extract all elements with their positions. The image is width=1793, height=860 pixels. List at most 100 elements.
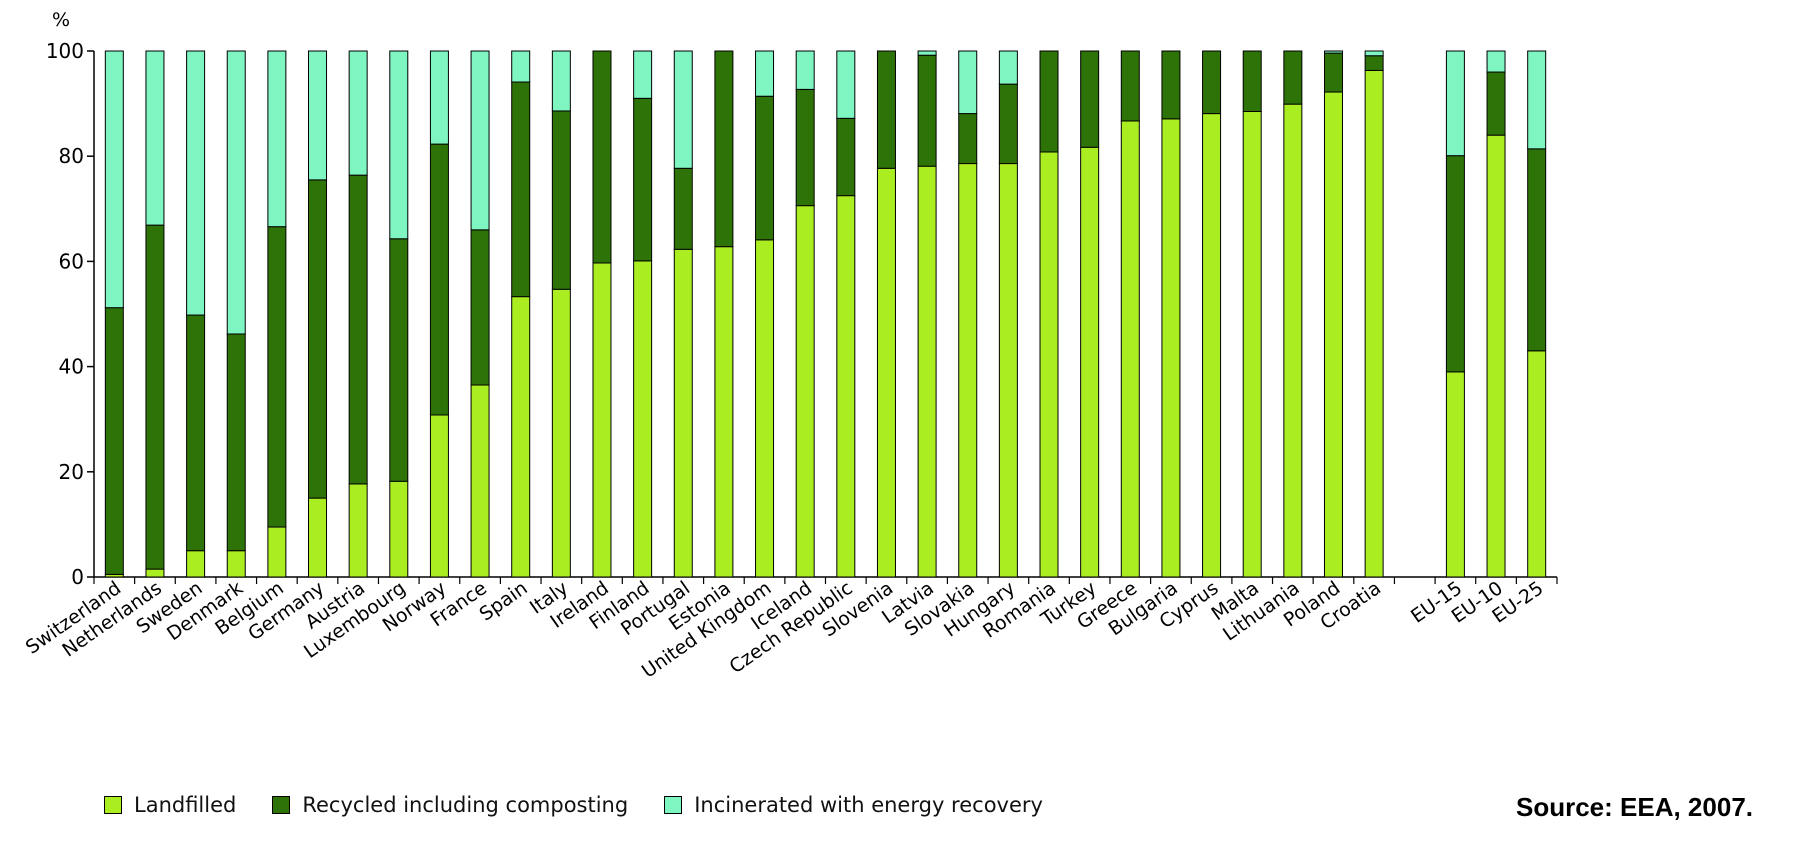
bar-segment-incinerated xyxy=(267,50,287,228)
bar-segment-landfilled xyxy=(267,526,287,578)
bar-segment-landfilled xyxy=(389,480,409,578)
bar-segment-landfilled xyxy=(145,568,165,578)
bar-segment-landfilled xyxy=(470,384,490,578)
legend-swatch-landfilled xyxy=(104,796,122,814)
bar-segment-landfilled xyxy=(1242,110,1262,578)
bar-segment-incinerated xyxy=(755,50,775,97)
y-tick-label: 0 xyxy=(71,565,84,589)
bar-segment-incinerated xyxy=(1445,50,1465,157)
bar-segment-landfilled xyxy=(348,483,368,578)
bar-segment-landfilled xyxy=(226,550,246,578)
bar-segment-recycled xyxy=(1080,50,1100,148)
bar-segment-incinerated xyxy=(1323,50,1343,54)
bar-segment-landfilled xyxy=(998,163,1018,578)
bar-segment-recycled xyxy=(104,307,124,575)
legend-item-landfilled: Landfilled xyxy=(104,793,236,817)
legend-label-incinerated: Incinerated with energy recovery xyxy=(694,793,1043,817)
legend-item-incinerated: Incinerated with energy recovery xyxy=(664,793,1043,817)
bar-segment-incinerated xyxy=(470,50,490,231)
bar-segment-incinerated xyxy=(917,50,937,56)
bar-segment-recycled xyxy=(1364,55,1384,71)
bar-segment-recycled xyxy=(1202,50,1222,115)
legend-swatch-recycled xyxy=(272,796,291,814)
bar-segment-landfilled xyxy=(551,288,571,578)
y-tick-label: 100 xyxy=(46,39,84,63)
y-tick-label: 20 xyxy=(59,460,84,484)
bar-segment-landfilled xyxy=(308,497,328,578)
bar-segment-landfilled xyxy=(1283,103,1303,578)
bar-segment-recycled xyxy=(145,224,165,570)
bar-segment-incinerated xyxy=(104,50,124,309)
bar-segment-recycled xyxy=(551,110,571,290)
bar-segment-incinerated xyxy=(348,50,368,176)
bar-segment-recycled xyxy=(714,50,734,248)
bar-segment-recycled xyxy=(998,83,1018,165)
bar-segment-incinerated xyxy=(958,50,978,115)
bar-segment-landfilled xyxy=(1486,134,1506,578)
bar-segment-recycled xyxy=(1242,50,1262,112)
bar-segment-recycled xyxy=(1445,155,1465,373)
bar-segment-recycled xyxy=(673,167,693,250)
bar-segment-recycled xyxy=(876,50,896,169)
bar-segment-incinerated xyxy=(308,50,328,181)
axis-layer xyxy=(87,50,1558,584)
legend-swatch-incinerated xyxy=(664,796,683,814)
bar-segment-landfilled xyxy=(755,239,775,578)
bar-segment-incinerated xyxy=(673,50,693,169)
bar-segment-recycled xyxy=(917,54,937,167)
bar-segment-incinerated xyxy=(511,50,531,83)
bar-segment-landfilled xyxy=(836,195,856,578)
bar-segment-landfilled xyxy=(714,246,734,578)
bar-segment-recycled xyxy=(1283,50,1303,105)
bar-segment-incinerated xyxy=(633,50,653,99)
bar-segment-recycled xyxy=(389,238,409,482)
y-axis-title: % xyxy=(52,9,70,31)
bar-segment-recycled xyxy=(348,174,368,485)
bar-segment-recycled xyxy=(470,229,490,386)
bar-segment-landfilled xyxy=(1120,120,1140,578)
bar-segment-incinerated xyxy=(429,50,449,145)
y-tick-label: 60 xyxy=(59,249,84,273)
bar-segment-recycled xyxy=(1161,50,1181,120)
bar-segment-recycled xyxy=(1120,50,1140,122)
bar-segment-landfilled xyxy=(511,296,531,578)
bar-segment-incinerated xyxy=(1486,50,1506,73)
bar-segment-landfilled xyxy=(1039,151,1059,578)
bar-segment-landfilled xyxy=(1364,69,1384,578)
bar-segment-landfilled xyxy=(958,163,978,578)
bar-segment-landfilled xyxy=(876,167,896,578)
bar-segment-recycled xyxy=(836,117,856,197)
bar-segment-landfilled xyxy=(673,248,693,578)
bar-segment-recycled xyxy=(1486,71,1506,136)
bar-segment-landfilled xyxy=(1445,371,1465,578)
legend-label-landfilled: Landfilled xyxy=(134,793,237,817)
bar-segment-recycled xyxy=(226,333,246,552)
bar-segment-landfilled xyxy=(1080,146,1100,578)
bar-segment-landfilled xyxy=(795,205,815,578)
bar-segment-recycled xyxy=(958,113,978,165)
bar-segment-incinerated xyxy=(551,50,571,112)
bar-segment-incinerated xyxy=(186,50,206,316)
bar-segment-landfilled xyxy=(186,550,206,578)
bar-segment-recycled xyxy=(1527,148,1547,352)
bar-segment-incinerated xyxy=(1364,50,1384,57)
source-note: Source: EEA, 2007. xyxy=(1516,792,1753,822)
legend-label-recycled: Recycled including composting xyxy=(302,793,629,817)
bar-segment-recycled xyxy=(429,143,449,416)
legend-item-recycled: Recycled including composting xyxy=(272,793,628,817)
bar-segment-recycled xyxy=(511,81,531,298)
bar-segment-landfilled xyxy=(1202,113,1222,578)
bar-segment-recycled xyxy=(1039,50,1059,153)
bar-segment-recycled xyxy=(308,179,328,499)
bar-segment-incinerated xyxy=(836,50,856,119)
x-tick-label: Spain xyxy=(475,577,531,625)
bar-segment-recycled xyxy=(186,314,206,552)
bar-segment-incinerated xyxy=(795,50,815,90)
y-tick-label: 40 xyxy=(59,355,84,379)
bar-segment-landfilled xyxy=(917,165,937,578)
bar-segment-landfilled xyxy=(592,262,612,578)
bar-segment-recycled xyxy=(1323,52,1343,93)
bar-segment-incinerated xyxy=(145,50,165,226)
bar-segment-recycled xyxy=(633,97,653,262)
